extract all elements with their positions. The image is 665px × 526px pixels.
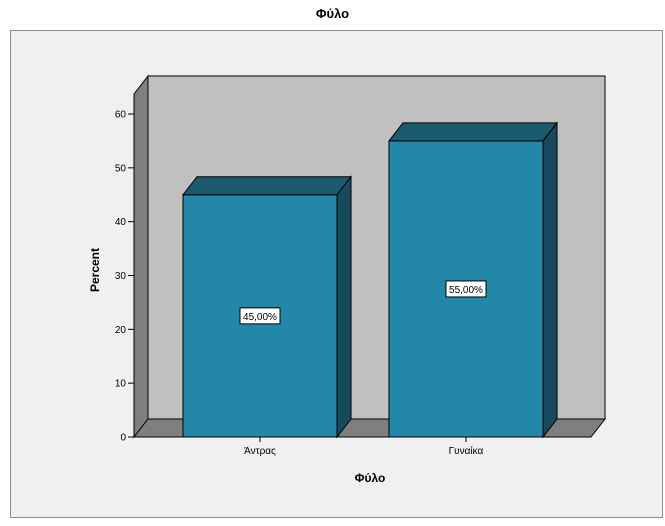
side-wall [133,74,149,439]
data-label-box [239,307,281,325]
data-label-box [445,280,487,298]
y-axis-title: Percent [88,248,102,292]
chart-title: Φύλο [315,6,350,21]
bars: 45,00% 55,00% [181,121,559,439]
bar-side [336,175,352,439]
x-axis-title: Φύλο [355,471,386,485]
bar-1: 45,00% [181,175,353,439]
x-tick-label: Γυναίκα [449,445,484,457]
bar-top [181,176,353,196]
data-label: 45,00% [243,312,277,323]
y-tick-label: 20 [115,325,127,336]
bar-2: 55,00% [387,121,559,439]
y-tick-label: 50 [115,163,127,174]
data-label: 55,00% [449,285,483,296]
y-tick-label: 0 [120,433,126,444]
bar-top [387,122,559,142]
y-tick-label: 10 [115,379,127,390]
x-tick-label: Άντρας [244,446,276,457]
y-axis: 0 10 20 30 40 50 60 [115,110,134,444]
y-tick-label: 40 [115,217,127,228]
y-tick-label: 60 [115,110,127,121]
y-tick-label: 30 [115,271,127,282]
x-axis: Άντρας Γυναίκα [244,437,484,457]
bar-side [542,121,558,439]
